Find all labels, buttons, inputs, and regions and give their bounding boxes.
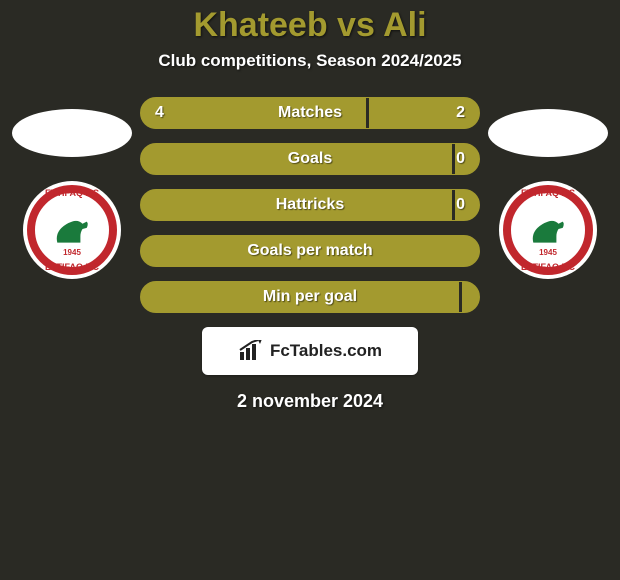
- left-side: ETTIFAQ F.C 1945 ETTIFAQ F.C: [12, 97, 132, 279]
- stat-bar-row: Goals0: [140, 143, 480, 175]
- chart-icon: [238, 340, 264, 362]
- subtitle: Club competitions, Season 2024/2025: [158, 51, 461, 71]
- bar-left-value: 4: [155, 104, 164, 122]
- watermark: FcTables.com: [202, 327, 418, 375]
- bar-label: Min per goal: [141, 288, 479, 306]
- columns: ETTIFAQ F.C 1945 ETTIFAQ F.C Matches4 2 Go…: [0, 97, 620, 313]
- player1-silhouette-icon: [12, 109, 132, 157]
- horse-icon: [527, 213, 569, 247]
- stat-bars: Matches42Goals0Hattricks0Goals per match…: [140, 97, 480, 313]
- club-year: 1945: [539, 248, 557, 257]
- player2-silhouette-icon: [488, 109, 608, 157]
- page-title: Khateeb vs Ali: [193, 6, 426, 45]
- stat-bar-row: Hattricks0: [140, 189, 480, 221]
- bar-label: Goals: [141, 150, 479, 168]
- stat-bar-row: Goals per match: [140, 235, 480, 267]
- bar-label: Goals per match: [141, 242, 479, 260]
- club-text-top: ETTIFAQ F.C: [45, 188, 99, 198]
- horse-icon: [51, 213, 93, 247]
- vs-text: vs: [328, 6, 383, 44]
- club-year: 1945: [63, 248, 81, 257]
- bar-right-value: 0: [456, 150, 465, 168]
- bar-label: Matches: [141, 104, 479, 122]
- date-text: 2 november 2024: [237, 391, 383, 412]
- bar-right-value: 0: [456, 196, 465, 214]
- player1-name: Khateeb: [193, 6, 327, 44]
- player1-club-logo-icon: ETTIFAQ F.C 1945 ETTIFAQ F.C: [23, 181, 121, 279]
- bar-right-value: 2: [456, 104, 465, 122]
- club-text-bottom: ETTIFAQ F.C: [45, 262, 99, 272]
- bar-label: Hattricks: [141, 196, 479, 214]
- stat-bar-row: Matches4 2: [140, 97, 480, 129]
- comparison-card: Khateeb vs Ali Club competitions, Season…: [0, 0, 620, 580]
- club-text-bottom: ETTIFAQ F.C: [521, 262, 575, 272]
- player2-name: Ali: [383, 6, 426, 44]
- right-side: ETTIFAQ F.C 1945 ETTIFAQ F.C: [488, 97, 608, 279]
- watermark-text: FcTables.com: [270, 341, 382, 361]
- stat-bar-row: Min per goal: [140, 281, 480, 313]
- club-text-top: ETTIFAQ F.C: [521, 188, 575, 198]
- player2-club-logo-icon: ETTIFAQ F.C 1945 ETTIFAQ F.C: [499, 181, 597, 279]
